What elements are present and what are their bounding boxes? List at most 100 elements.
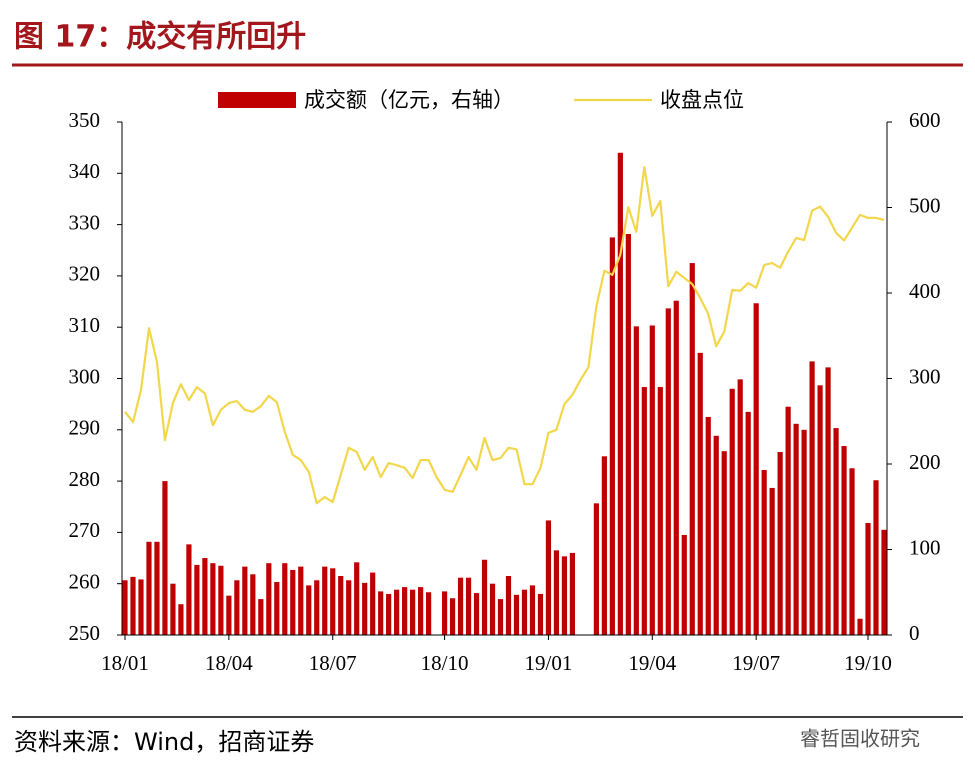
bar xyxy=(809,361,815,635)
y-tick-label: 310 xyxy=(69,313,101,337)
bar xyxy=(649,325,655,635)
bar xyxy=(274,581,280,635)
bar xyxy=(258,599,264,635)
bar xyxy=(234,580,240,635)
bar xyxy=(777,452,783,635)
bar xyxy=(426,592,432,635)
x-tick-label: 18/10 xyxy=(421,651,469,675)
bar xyxy=(242,566,248,635)
bar xyxy=(441,591,448,635)
bar xyxy=(354,562,360,635)
bar xyxy=(290,570,296,635)
legend-label: 成交额（亿元，右轴） xyxy=(304,88,514,112)
bar xyxy=(729,388,735,635)
bar xyxy=(537,593,544,635)
bar xyxy=(857,618,863,635)
bar xyxy=(497,599,504,635)
x-tick-label: 19/04 xyxy=(628,651,676,675)
bar xyxy=(298,566,304,635)
bar xyxy=(521,589,528,635)
bar xyxy=(753,303,759,635)
bar xyxy=(601,456,607,635)
bar xyxy=(593,503,599,635)
bar xyxy=(769,487,775,635)
y-tick-label: 320 xyxy=(69,262,101,286)
y-tick-label: 280 xyxy=(69,467,101,491)
bar xyxy=(841,446,847,635)
y2-tick-label: 200 xyxy=(909,450,941,474)
bar xyxy=(833,428,839,635)
chart-title: 图 17：成交有所回升 xyxy=(14,20,306,55)
bar xyxy=(146,541,152,635)
y2-tick-label: 500 xyxy=(909,193,941,217)
bar xyxy=(849,468,855,635)
bar xyxy=(394,589,400,635)
bar xyxy=(218,565,224,635)
bar xyxy=(418,587,424,635)
bar xyxy=(881,529,887,635)
y-tick-label: 260 xyxy=(69,570,101,594)
x-tick-label: 18/07 xyxy=(309,651,357,675)
y-tick-label: 300 xyxy=(69,364,101,388)
x-tick-label: 19/01 xyxy=(525,651,573,675)
bar xyxy=(410,589,416,635)
bar xyxy=(721,451,727,635)
bar xyxy=(178,604,184,635)
bar xyxy=(346,580,352,635)
legend-label: 收盘点位 xyxy=(660,88,744,112)
y-tick-label: 340 xyxy=(69,159,101,183)
y-tick-label: 330 xyxy=(69,210,101,234)
bar xyxy=(282,563,288,635)
bar xyxy=(186,544,192,635)
bar xyxy=(681,534,687,635)
bar xyxy=(545,520,552,635)
bar xyxy=(210,563,216,635)
bar xyxy=(457,577,464,635)
bar xyxy=(306,585,312,635)
x-tick-label: 18/04 xyxy=(205,651,253,675)
bar xyxy=(362,582,368,635)
line xyxy=(124,166,885,505)
bar xyxy=(513,594,520,635)
bar xyxy=(745,411,751,635)
bar xyxy=(473,593,480,635)
bar xyxy=(250,574,256,635)
legend-swatch xyxy=(218,92,296,108)
bar xyxy=(633,326,639,635)
bar xyxy=(122,580,128,635)
x-tick-label: 19/10 xyxy=(844,651,892,675)
bar xyxy=(130,576,136,635)
x-tick-label: 18/01 xyxy=(101,651,149,675)
y2-tick-label: 100 xyxy=(909,535,941,559)
bar xyxy=(705,416,711,635)
bar xyxy=(657,387,663,635)
source: 资料来源：Wind，招商证券 xyxy=(14,728,314,756)
bar xyxy=(529,585,536,635)
bar xyxy=(697,352,703,635)
y2-tick-label: 600 xyxy=(909,108,941,132)
bar xyxy=(402,587,408,635)
bar xyxy=(553,550,560,635)
bar xyxy=(785,406,791,635)
bar xyxy=(370,572,376,635)
bar xyxy=(793,423,799,635)
y-tick-label: 350 xyxy=(69,108,101,132)
plot: 250 260 270 280 290 300 310 320 330 340 350 0 100 200… xyxy=(69,88,941,675)
bar xyxy=(761,469,767,635)
bar xyxy=(481,559,488,635)
y2-tick-label: 0 xyxy=(909,621,920,645)
bar xyxy=(449,598,456,635)
bar xyxy=(322,566,328,635)
bar xyxy=(154,541,160,635)
bar xyxy=(713,435,719,635)
bar xyxy=(569,552,576,635)
y-tick-label: 250 xyxy=(69,621,101,645)
bar xyxy=(338,576,344,635)
bar xyxy=(641,387,647,635)
bar xyxy=(266,563,272,635)
bar xyxy=(689,263,695,635)
bar xyxy=(505,576,512,635)
bar xyxy=(625,234,631,635)
bar xyxy=(561,556,568,635)
